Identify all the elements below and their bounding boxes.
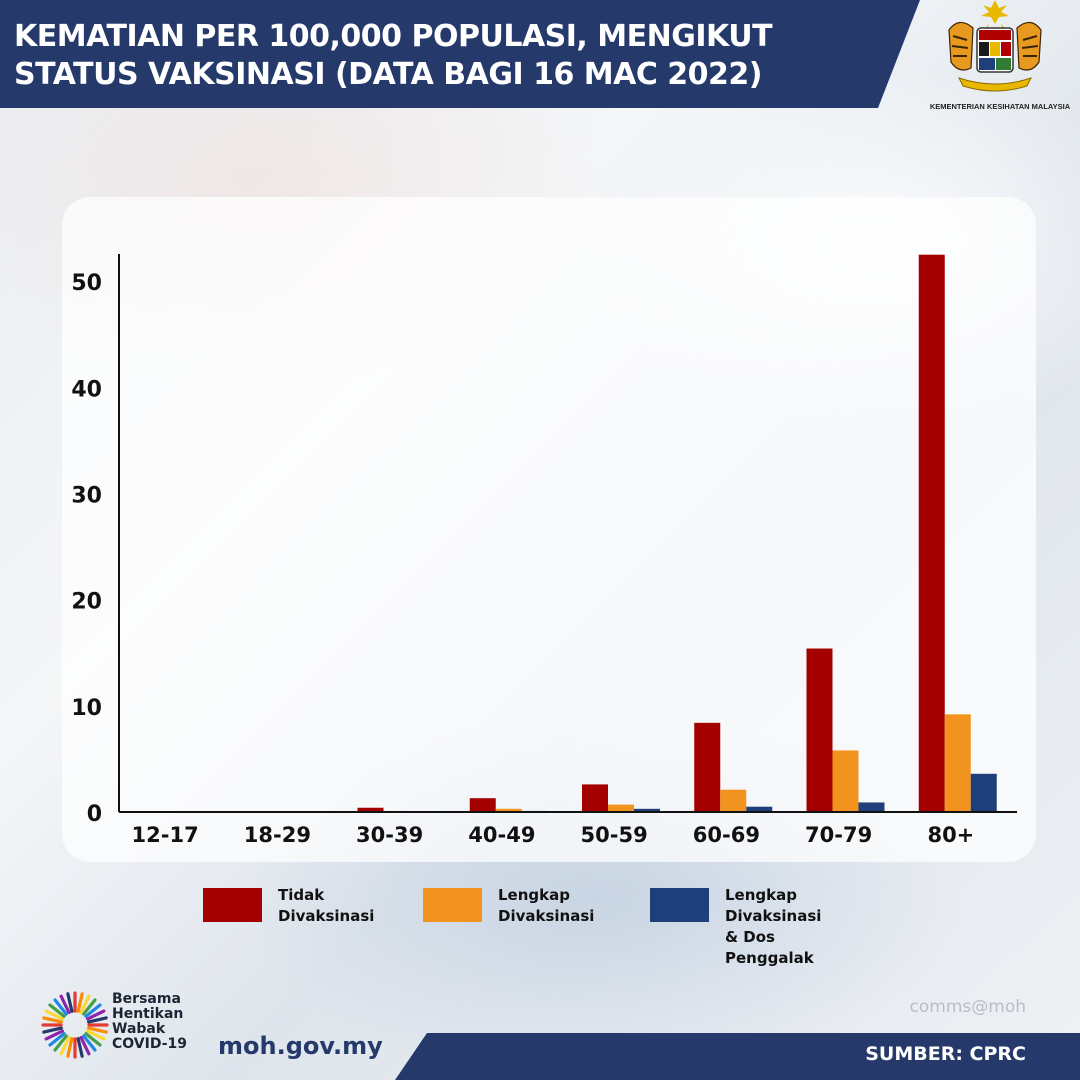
x-tick-label: 30-39 — [356, 823, 423, 847]
sun-ray — [79, 1036, 91, 1056]
y-tick-label: 50 — [71, 271, 102, 296]
bar — [694, 722, 721, 812]
x-tick-label: 18-29 — [244, 823, 311, 847]
x-tick-label: 50-59 — [581, 823, 648, 847]
bar-chart: 0 10 20 30 40 50 12-17 18-29 30-39 40-49 50-59 60-… — [71, 254, 1017, 847]
page-title: KEMATIAN PER 100,000 POPULASI, MENGIKUT … — [14, 19, 773, 92]
sun-ray — [53, 1034, 68, 1052]
sun-ray — [87, 1026, 108, 1034]
legend-swatch-blue — [650, 888, 709, 922]
source-label: SUMBER: CPRC — [865, 1043, 1026, 1065]
sun-ray — [48, 1003, 66, 1018]
bar — [495, 808, 522, 812]
coat-of-arms-icon — [948, 0, 1042, 92]
sun-ray — [59, 1036, 71, 1056]
bar — [469, 798, 496, 812]
x-tick-label: 80+ — [927, 823, 974, 847]
legend-label: Lengkap Divaksinasi — [498, 886, 595, 925]
y-tick-label: 10 — [71, 696, 102, 721]
x-tick-label: 70-79 — [805, 823, 872, 847]
bar — [806, 648, 833, 812]
sun-ray — [66, 992, 74, 1013]
campaign-text: Bersama Hentikan Wabak COVID-19 — [112, 991, 188, 1052]
sun-ray — [59, 994, 71, 1014]
sun-ray — [66, 1037, 74, 1058]
footer-band — [395, 1033, 1080, 1080]
sun-ray — [86, 1029, 106, 1041]
bar — [944, 714, 971, 812]
bar — [720, 789, 747, 812]
bar — [832, 750, 859, 812]
y-tick-label: 20 — [71, 590, 102, 615]
campaign-sun-icon — [41, 991, 109, 1059]
bar — [970, 773, 997, 812]
sun-ray — [48, 1032, 66, 1047]
bars — [357, 254, 997, 812]
chart-card: 0 10 20 30 40 50 12-17 18-29 30-39 40-49 50-59 60-… — [62, 197, 1036, 862]
legend-swatch-red — [203, 888, 262, 922]
bar — [918, 254, 945, 812]
sun-ray — [84, 1003, 102, 1018]
sun-ray — [42, 1016, 63, 1024]
x-tick-label: 60-69 — [693, 823, 760, 847]
sun-ray — [53, 998, 68, 1016]
bar — [608, 804, 634, 812]
sun-ray — [42, 1026, 63, 1034]
sun-ray — [44, 1009, 64, 1021]
ministry-logo: KEMENTERIAN KESIHATAN MALAYSIA — [925, 0, 1075, 120]
bar — [858, 802, 885, 812]
legend-label: Tidak Divaksinasi — [278, 886, 375, 925]
sun-ray — [44, 1029, 64, 1041]
sun-ray — [82, 1034, 97, 1052]
bar — [634, 808, 660, 812]
sun-ray — [82, 998, 97, 1016]
bar — [582, 784, 608, 812]
header-banner — [0, 0, 920, 108]
sun-ray — [76, 992, 84, 1013]
y-axis: 0 10 20 30 40 50 — [71, 254, 120, 827]
ministry-caption: KEMENTERIAN KESIHATAN MALAYSIA — [929, 102, 1071, 111]
website-link[interactable]: moh.gov.my — [218, 1032, 383, 1060]
x-tick-label: 40-49 — [468, 823, 535, 847]
sun-ray — [86, 1009, 106, 1021]
bar — [357, 807, 384, 812]
legend-label: Lengkap Divaksinasi & Dos Penggalak — [725, 886, 822, 967]
comms-handle: comms@moh — [909, 997, 1026, 1017]
sun-ray — [87, 1016, 108, 1024]
bar — [746, 806, 773, 812]
y-tick-label: 0 — [87, 802, 102, 827]
x-axis: 12-17 18-29 30-39 40-49 50-59 60-69 70-79 80+ — [119, 811, 1017, 847]
y-tick-label: 30 — [71, 484, 102, 509]
legend-swatch-orange — [423, 888, 482, 922]
sun-ray — [79, 994, 91, 1014]
x-tick-label: 12-17 — [132, 823, 199, 847]
sun-ray — [84, 1032, 102, 1047]
y-tick-label: 40 — [71, 377, 102, 402]
sun-ray — [76, 1037, 84, 1058]
